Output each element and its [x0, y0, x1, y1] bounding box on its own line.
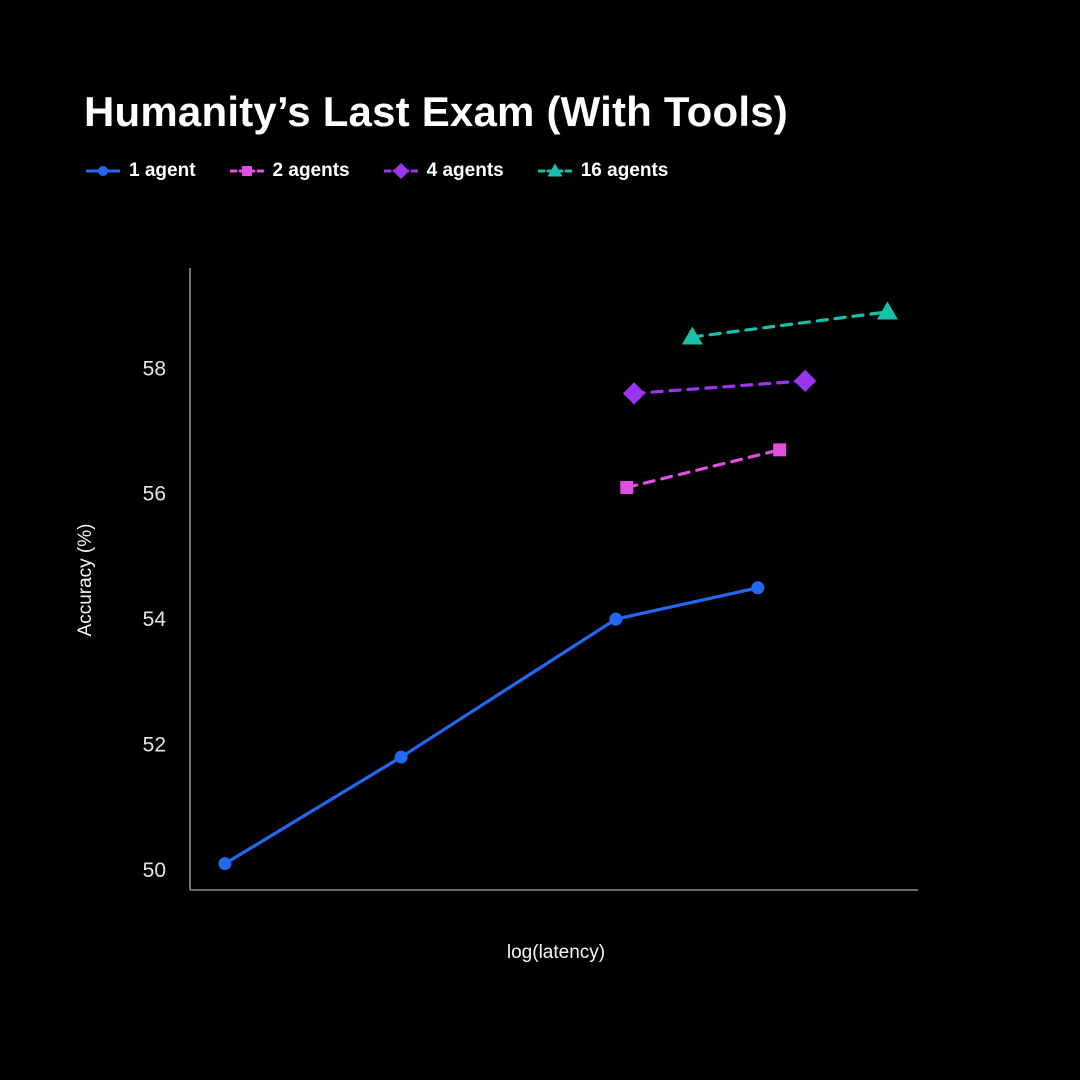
legend-swatch: [537, 163, 572, 177]
y-tick-label: 52: [143, 734, 166, 757]
series-line-16-agents: [690, 310, 890, 339]
triangle-marker: [876, 301, 898, 320]
legend: 1 agent 2 agents 4 agents 16 agents: [86, 160, 668, 182]
legend-label: 1 agent: [129, 160, 196, 181]
legend-swatch: [86, 166, 120, 176]
legend-item-2-agents: 2 agents: [229, 160, 350, 182]
circle-marker: [609, 612, 623, 626]
square-marker: [241, 166, 252, 176]
square-marker: [620, 480, 634, 494]
legend-label: 4 agents: [426, 160, 504, 181]
diamond-marker: [392, 163, 409, 179]
y-tick-label: 58: [143, 357, 166, 380]
circle-marker: [751, 581, 765, 595]
x-axis-title: log(latency): [506, 942, 606, 963]
chart-title: Humanity’s Last Exam (With Tools): [84, 88, 788, 135]
circle-marker: [98, 166, 108, 176]
legend-swatch: [383, 163, 418, 179]
y-axis-title: Accuracy (%): [75, 523, 96, 637]
y-tick-label: 56: [143, 483, 166, 506]
legend-item-1-agent: 1 agent: [86, 160, 196, 182]
y-tick-label: 54: [143, 608, 167, 631]
series-line-4-agents: [632, 379, 807, 396]
legend-item-4-agents: 4 agents: [383, 160, 504, 182]
diamond-marker: [622, 382, 646, 405]
circle-marker: [394, 750, 408, 764]
legend-swatch: [229, 166, 264, 176]
legend-item-16-agents: 16 agents: [537, 160, 669, 182]
circle-marker: [218, 857, 232, 871]
square-marker: [773, 443, 787, 457]
series-line-2-agents: [625, 448, 782, 490]
triangle-marker: [681, 326, 703, 345]
triangle-marker: [547, 163, 563, 177]
diamond-marker: [794, 369, 817, 393]
y-tick-label: 50: [143, 859, 166, 882]
series-line-1-agent: [223, 586, 760, 866]
legend-label: 16 agents: [580, 160, 669, 181]
legend-label: 2 agents: [272, 160, 350, 181]
